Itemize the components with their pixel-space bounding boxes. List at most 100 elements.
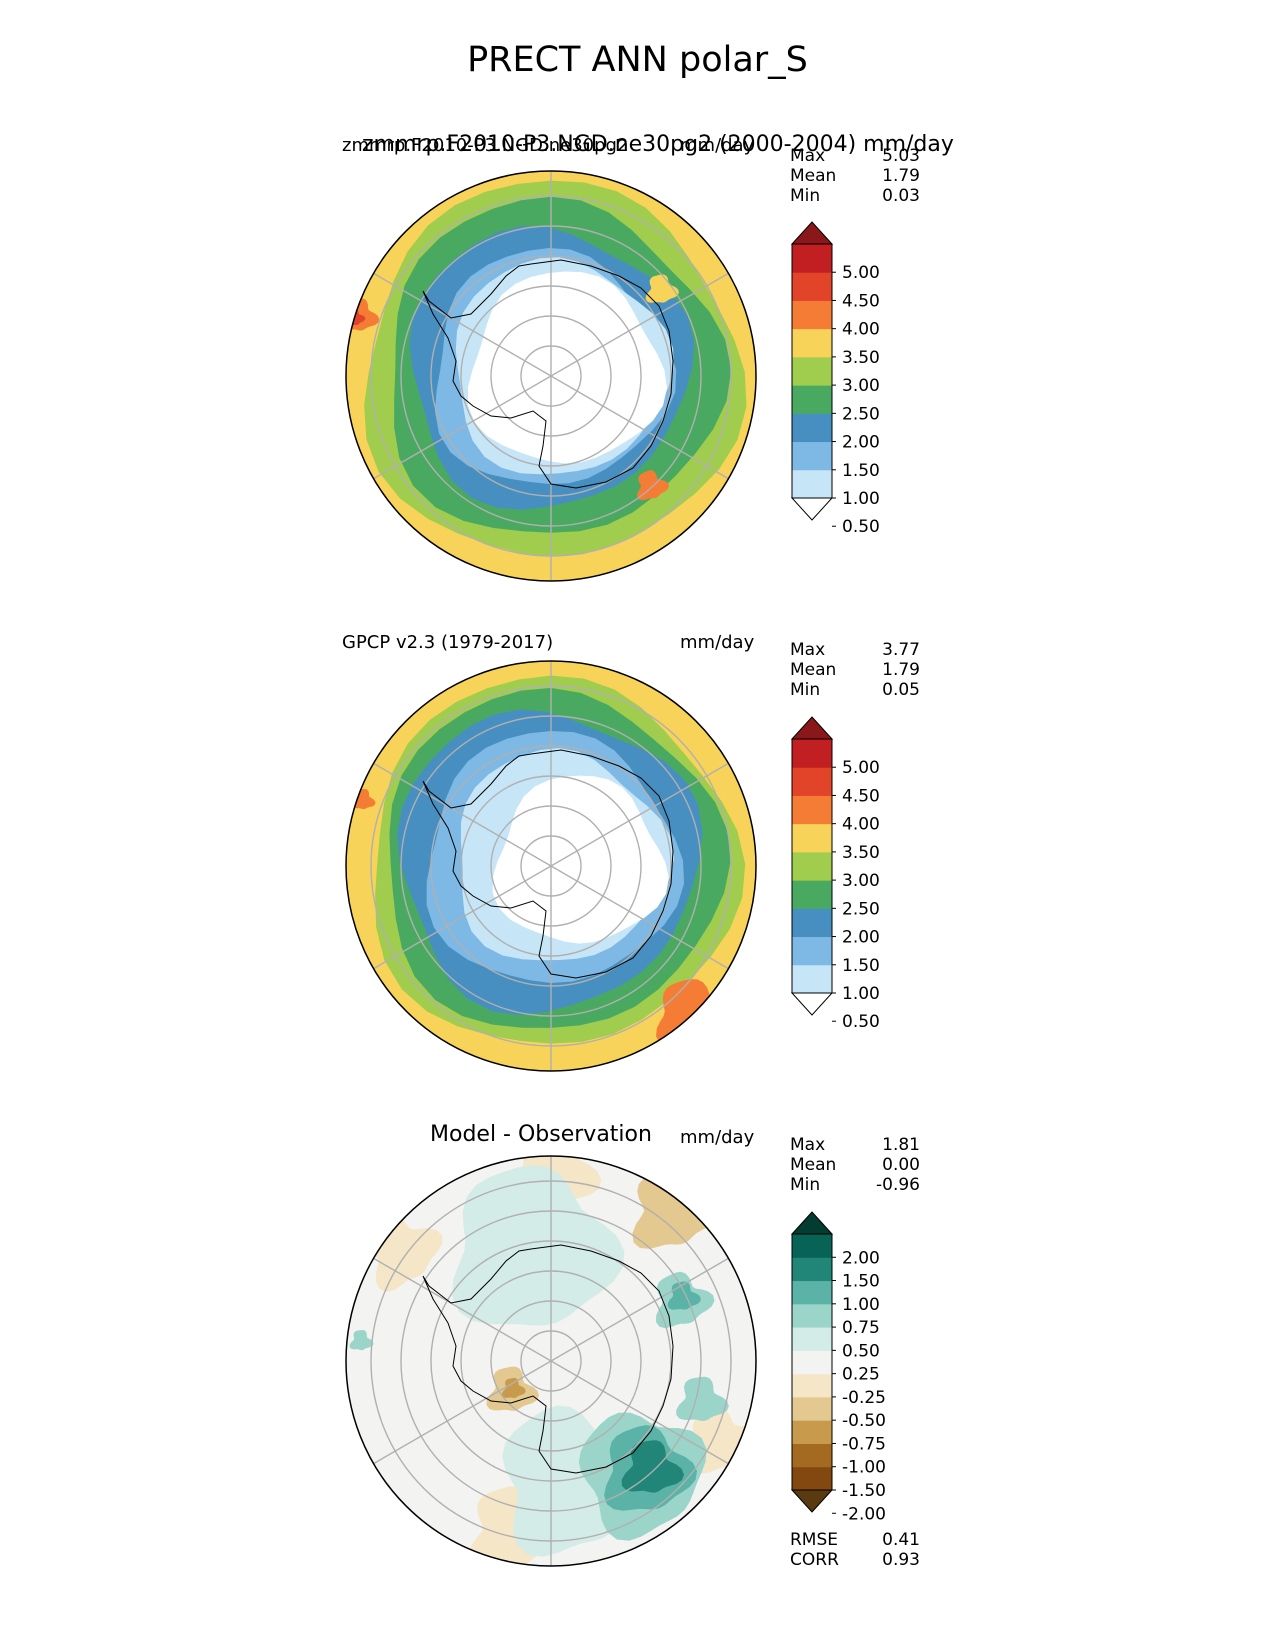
colorbar-tick-label: 0.50 — [842, 517, 880, 537]
contour-band-pos4 — [621, 1440, 684, 1493]
colorbar-tick-label: 2.00 — [842, 928, 880, 948]
colorbar-segment — [792, 1396, 832, 1421]
colorbar-segment — [792, 1280, 832, 1305]
colorbar-tick-label: -1.00 — [842, 1458, 886, 1478]
colorbar-tick-label: 0.75 — [842, 1318, 880, 1338]
colorbar-segment — [792, 1373, 832, 1398]
colorbar-tick-label: 1.50 — [842, 1272, 880, 1292]
colorbar-tick-label: 3.50 — [842, 348, 880, 368]
colorbar-tick-label: 3.50 — [842, 843, 880, 863]
contour-band-3.0 — [645, 274, 679, 303]
stat-value: 0.00 — [882, 1155, 920, 1175]
panel3-map-fills — [346, 1156, 756, 1566]
colorbar-tick-label: -1.50 — [842, 1481, 886, 1501]
colorbar-tick-label: 0.50 — [842, 1012, 880, 1032]
colorbar-segment — [792, 880, 832, 909]
colorbar-segment — [792, 795, 832, 825]
colorbar-segment — [792, 1257, 832, 1282]
colorbar-tick-label: 4.00 — [842, 320, 880, 340]
colorbar-tick-label: 0.50 — [842, 1341, 880, 1361]
stat-value: 1.79 — [882, 660, 920, 680]
metric-label: RMSE — [790, 1530, 839, 1550]
panel1-stats: Max 5.03 Mean 1.79 Min 0.03 — [790, 146, 920, 206]
stat-label: Mean — [790, 166, 837, 186]
panel1-map-fills — [346, 171, 756, 581]
colorbar-tick-label: 4.50 — [842, 786, 880, 806]
colorbar-segment — [792, 1466, 832, 1491]
stat-value: 5.03 — [882, 146, 920, 166]
contour-band-pos2 — [676, 1376, 729, 1421]
panel3-metrics: RMSE 0.41 CORR 0.93 — [790, 1530, 920, 1570]
colorbar-segment — [792, 328, 832, 358]
colorbar-segment — [792, 413, 832, 443]
colorbar-tick-label: 1.00 — [842, 1295, 880, 1315]
colorbar-segment — [792, 469, 832, 499]
contour-band-neg3 — [501, 1377, 526, 1399]
panel3-graticule — [370, 1156, 732, 1566]
colorbar-segment — [792, 272, 832, 301]
colorbar-segment — [792, 851, 832, 881]
colorbar-tick-label: 2.00 — [842, 433, 880, 453]
colorbar-segment — [792, 1303, 832, 1328]
contour-band-pos1 — [452, 1165, 625, 1326]
colorbar-extend-high — [790, 1211, 834, 1235]
panel3-stats: Max 1.81 Mean 0.00 Min -0.96 — [790, 1135, 920, 1195]
colorbar-tick-label: 1.50 — [842, 956, 880, 976]
contour-band-pos2 — [349, 1330, 374, 1351]
colorbar-segment — [792, 908, 832, 938]
stat-value: 0.03 — [882, 186, 920, 206]
colorbar-tick-label: -0.25 — [842, 1388, 886, 1408]
colorbar-tick-label: 1.00 — [842, 984, 880, 1004]
colorbar-segment — [792, 244, 832, 273]
stat-label: Mean — [790, 1155, 837, 1175]
colorbar-segment — [792, 1420, 832, 1444]
colorbar-segment — [792, 1234, 832, 1258]
panel2-units-label: mm/day — [680, 632, 755, 653]
panel3-center-label: Model - Observation — [430, 1122, 652, 1147]
colorbar-extend-high — [790, 716, 834, 740]
colorbar-tick-label: 2.50 — [842, 899, 880, 919]
colorbar-frame — [791, 243, 833, 499]
colorbar-tick-label: -0.50 — [842, 1411, 886, 1431]
colorbar-segment — [792, 823, 832, 853]
stat-value: 3.77 — [882, 640, 920, 660]
colorbar-segment — [792, 964, 832, 994]
panel1-coastline — [422, 259, 674, 489]
metric-label: CORR — [790, 1550, 839, 1570]
colorbar-extend-low — [790, 992, 834, 1016]
panel2-colorbar: 5.00 4.50 4.00 3.50 3.00 2.50 2.00 1.50 1.00 0.50 — [790, 716, 880, 1032]
colorbar-tick-label: 2.50 — [842, 404, 880, 424]
colorbar-segment — [792, 767, 832, 796]
panel1-graticule — [370, 171, 732, 581]
stat-label: Min — [790, 186, 821, 206]
colorbar-extend-low — [790, 497, 834, 521]
stat-label: Min — [790, 680, 821, 700]
colorbar-segment — [792, 356, 832, 386]
stat-label: Max — [790, 146, 826, 166]
figure-title: PRECT ANN polar_S — [467, 40, 808, 80]
stat-label: Max — [790, 1135, 826, 1155]
colorbar-segment — [792, 739, 832, 768]
panel2-graticule — [370, 661, 732, 1071]
panel1-units-label: mm/day — [680, 135, 755, 156]
colorbar-extend-high — [790, 221, 834, 245]
stat-label: Max — [790, 640, 826, 660]
panel1-colorbar: 5.00 4.50 4.00 3.50 3.00 2.50 2.00 1.50 1.00 0.50 — [790, 221, 880, 537]
stat-label: Min — [790, 1175, 821, 1195]
panel1-polar-map — [345, 170, 757, 582]
panel2-coastline — [422, 749, 674, 979]
colorbar-tick-label: 4.50 — [842, 291, 880, 311]
panel2-left-label: GPCP v2.3 (1979-2017) — [342, 632, 554, 653]
colorbar-segment — [792, 1443, 832, 1468]
colorbar-tick-label: 1.00 — [842, 489, 880, 509]
colorbar-frame — [791, 1233, 833, 1491]
colorbar-tick-label: 1.50 — [842, 461, 880, 481]
stat-value: 1.81 — [882, 1135, 920, 1155]
contour-band-neg2 — [632, 1168, 721, 1249]
colorbar-tick-label: 0.25 — [842, 1365, 880, 1385]
colorbar-segment — [792, 1327, 832, 1351]
panel3-polar-map — [345, 1155, 757, 1567]
colorbar-tick-label: 3.00 — [842, 871, 880, 891]
colorbar-tick-label: -2.00 — [842, 1504, 886, 1524]
metric-value: 0.93 — [882, 1550, 920, 1570]
